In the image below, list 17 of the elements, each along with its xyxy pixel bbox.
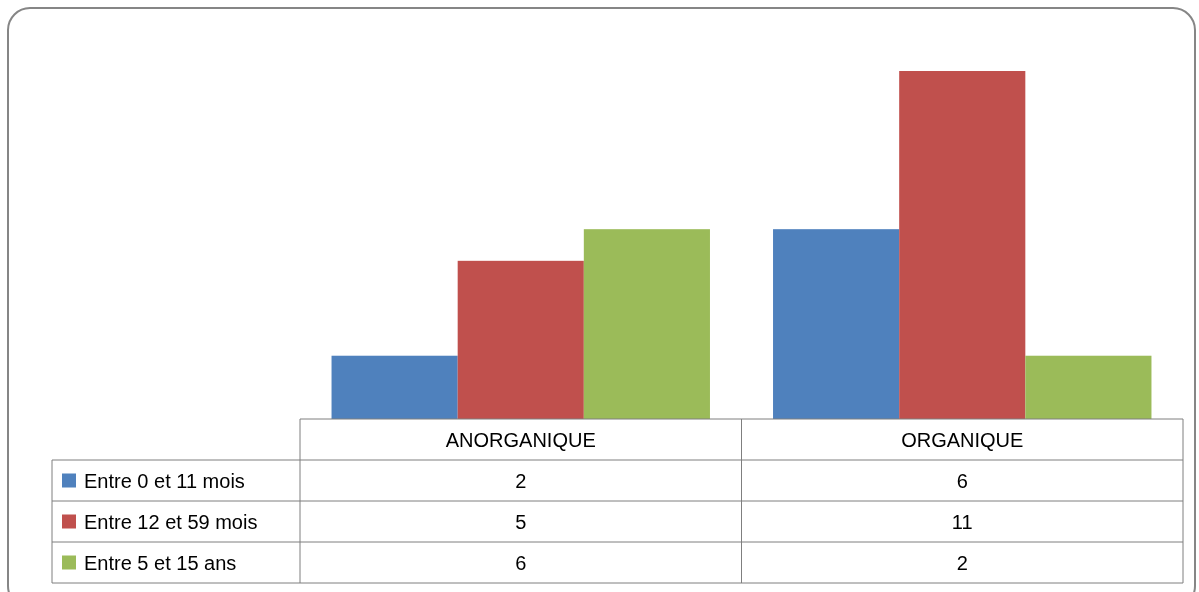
bar <box>1025 355 1152 419</box>
data-label: 5 <box>515 510 527 533</box>
legend-label: Entre 0 et 11 mois <box>84 469 245 492</box>
data-label: 2 <box>515 469 527 492</box>
legend-label: Entre 5 et 15 ans <box>84 551 237 574</box>
data-label: 11 <box>951 510 973 533</box>
x-tick-label: ANORGANIQUE <box>445 428 596 451</box>
bar <box>331 355 458 419</box>
bar <box>773 229 900 419</box>
data-label: 6 <box>956 469 968 492</box>
legend-label: Entre 12 et 59 mois <box>84 510 258 533</box>
data-label: 6 <box>515 551 527 574</box>
x-tick-label: ORGANIQUE <box>901 428 1024 451</box>
bar <box>899 71 1026 419</box>
bar <box>457 260 584 419</box>
bar <box>583 229 710 419</box>
data-label: 2 <box>956 551 968 574</box>
